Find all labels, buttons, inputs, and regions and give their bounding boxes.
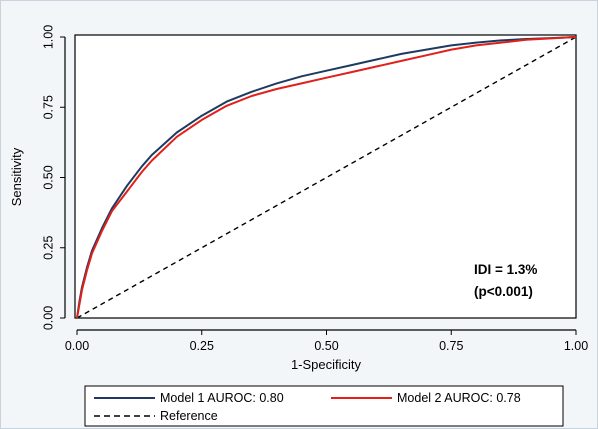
x-tick-label: 0.25 bbox=[190, 339, 214, 353]
legend-label-reference: Reference bbox=[160, 409, 218, 423]
idi-annotation: IDI = 1.3% bbox=[474, 262, 537, 277]
x-tick-label: 0.00 bbox=[65, 339, 89, 353]
p-value-annotation: (p<0.001) bbox=[474, 284, 533, 299]
series-line-model-1-auroc-0-80 bbox=[76, 36, 577, 319]
legend-box bbox=[84, 385, 564, 427]
y-tick-label: 0.00 bbox=[41, 306, 55, 330]
plot-area bbox=[74, 34, 577, 319]
series-line-model-2-auroc-0-78 bbox=[76, 36, 577, 319]
tick-group: 0.00 0.25 0.50 0.75 1.00 0.00 0.25 0.50 0.75 1.00 bbox=[41, 25, 588, 353]
legend-item-model-1: Model 1 AUROC: 0.80 bbox=[94, 391, 284, 405]
x-tick-label: 0.75 bbox=[439, 339, 463, 353]
x-tick-label: 0.50 bbox=[314, 339, 338, 353]
x-tick-label: 1.00 bbox=[564, 339, 588, 353]
series-line-reference bbox=[76, 36, 577, 319]
legend: Model 1 AUROC: 0.80 Model 2 AUROC: 0.78 … bbox=[84, 385, 564, 427]
legend-item-model-2: Model 2 AUROC: 0.78 bbox=[331, 391, 521, 405]
legend-item-reference: Reference bbox=[94, 409, 218, 423]
y-tick-label: 0.75 bbox=[41, 95, 55, 119]
y-tick-label: 0.25 bbox=[41, 236, 55, 260]
y-tick-label: 0.50 bbox=[41, 165, 55, 189]
legend-label-model-2: Model 2 AUROC: 0.78 bbox=[397, 391, 521, 405]
curves-group bbox=[76, 36, 577, 319]
y-tick-label: 1.00 bbox=[41, 25, 55, 49]
legend-label-model-1: Model 1 AUROC: 0.80 bbox=[160, 391, 284, 405]
y-axis-title: Sensitivity bbox=[9, 147, 24, 206]
x-axis-title: 1-Specificity bbox=[291, 357, 362, 372]
